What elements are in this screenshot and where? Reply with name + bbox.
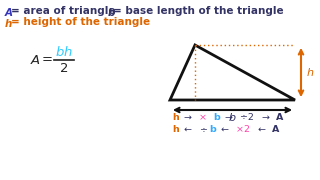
Text: $b$: $b$	[228, 111, 237, 123]
Text: h: h	[172, 125, 179, 134]
Text: $h$: $h$	[306, 66, 314, 78]
Text: →: →	[181, 114, 195, 123]
Text: A: A	[272, 125, 279, 134]
Text: ←: ←	[258, 125, 269, 134]
Text: $\bfit{h}$: $\bfit{h}$	[4, 17, 13, 29]
Text: ×: ×	[199, 114, 210, 123]
Text: →: →	[222, 114, 236, 123]
Text: 2: 2	[60, 62, 68, 75]
Text: = area of triangle: = area of triangle	[11, 6, 116, 16]
Text: $bh$: $bh$	[55, 45, 73, 59]
Text: ÷: ÷	[199, 125, 207, 134]
Text: ←: ←	[218, 125, 232, 134]
Text: $\bfit{A}$: $\bfit{A}$	[4, 6, 14, 18]
Text: $A$: $A$	[30, 53, 41, 66]
Text: = height of the triangle: = height of the triangle	[11, 17, 150, 27]
Text: →: →	[261, 114, 273, 123]
Text: ←: ←	[181, 125, 195, 134]
Text: $\bfit{b}$: $\bfit{b}$	[107, 6, 116, 18]
Text: ÷2: ÷2	[240, 114, 257, 123]
Text: b: b	[209, 125, 216, 134]
Text: A: A	[276, 114, 283, 123]
Text: b: b	[213, 114, 220, 123]
Text: =: =	[42, 53, 53, 66]
Text: h: h	[172, 114, 179, 123]
Text: ×2: ×2	[236, 125, 253, 134]
Text: = base length of the triangle: = base length of the triangle	[113, 6, 284, 16]
